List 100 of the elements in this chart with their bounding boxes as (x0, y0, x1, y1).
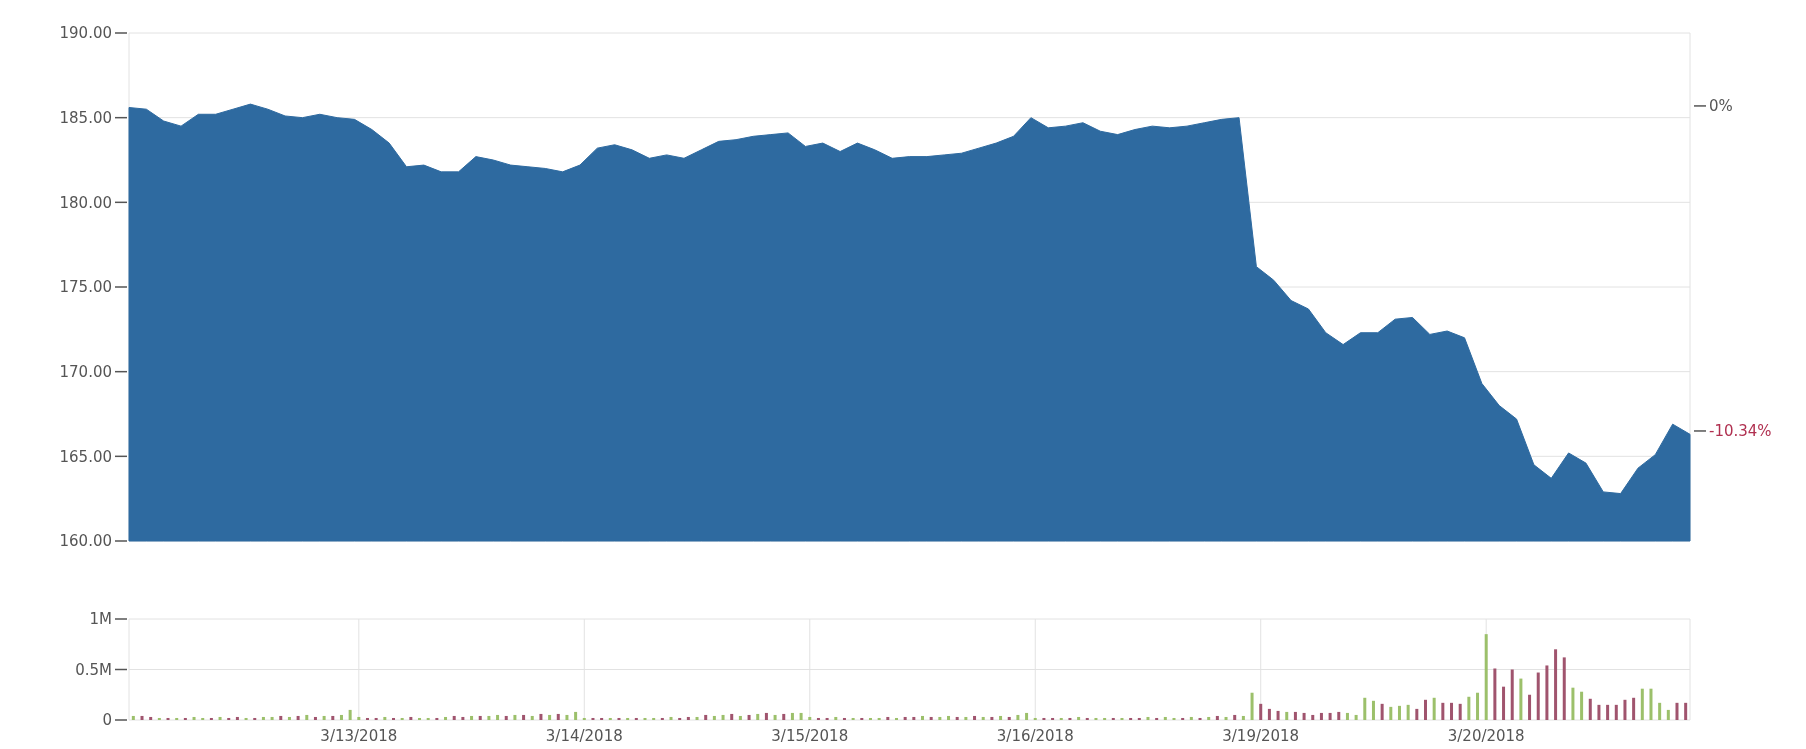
bar (912, 716, 916, 720)
bar (1606, 704, 1610, 720)
bar (1536, 672, 1540, 720)
bar (678, 717, 682, 720)
bar (530, 715, 534, 720)
bar (964, 716, 968, 720)
bar (1111, 717, 1115, 720)
bar (704, 714, 708, 720)
bar (947, 715, 951, 720)
bar (261, 716, 265, 720)
x-tick-label: 3/14/2018 (545, 727, 623, 745)
bar (1042, 717, 1046, 720)
bar (235, 716, 239, 720)
bar (322, 715, 326, 720)
bar (565, 714, 569, 720)
bar (339, 714, 343, 720)
bar (1051, 717, 1055, 720)
bar (1337, 711, 1341, 720)
bar (1094, 717, 1098, 720)
bar (1068, 717, 1072, 720)
bar (296, 715, 300, 720)
bar (383, 716, 387, 720)
bar (435, 717, 439, 720)
bar (1250, 692, 1254, 720)
bar (790, 712, 794, 720)
bar (1450, 702, 1454, 720)
x-tick-label: 3/13/2018 (320, 727, 398, 745)
bar (1085, 717, 1089, 720)
bar (1155, 717, 1159, 720)
bar (782, 713, 786, 720)
bar (279, 715, 283, 720)
bar (652, 717, 656, 720)
bar (1224, 716, 1228, 720)
bar (1033, 717, 1037, 720)
bar (548, 714, 552, 720)
bar (1389, 706, 1393, 720)
y-tick-label: 190.00 (59, 24, 112, 43)
bar (955, 716, 959, 720)
y2-tick-label: 0% (1709, 97, 1733, 116)
bar (478, 715, 482, 720)
y-tick-label: 170.00 (59, 362, 112, 381)
bar (357, 716, 361, 720)
bar (461, 716, 465, 720)
bar (227, 717, 231, 720)
bar (669, 716, 673, 720)
bar (886, 716, 890, 720)
bar (773, 714, 777, 720)
bar (825, 717, 829, 720)
bar (877, 717, 881, 720)
bar (1632, 697, 1636, 720)
bar (1476, 692, 1480, 720)
bar (1302, 712, 1306, 720)
bar (756, 713, 760, 720)
bar (1658, 702, 1662, 720)
bar (209, 717, 213, 720)
bar (816, 717, 820, 720)
bar (1363, 697, 1367, 720)
bar (626, 717, 630, 720)
bar (157, 717, 161, 720)
bar (1146, 716, 1150, 720)
bar (313, 716, 317, 720)
bar (1293, 711, 1297, 720)
bar (808, 716, 812, 720)
bar (270, 716, 274, 720)
bar (591, 717, 595, 720)
bar (921, 715, 925, 720)
bar (374, 717, 378, 720)
bar (1163, 716, 1167, 720)
bar (1345, 712, 1349, 720)
bar (149, 716, 153, 720)
bar (1380, 703, 1384, 720)
bar (131, 715, 135, 720)
bar (348, 709, 352, 720)
bar (365, 717, 369, 720)
bar (721, 714, 725, 720)
y-tick-label: 160.00 (59, 532, 112, 551)
bar (1441, 702, 1445, 720)
bar (392, 717, 395, 720)
y-tick-label: 0.5M (75, 660, 112, 679)
bar (1007, 716, 1011, 720)
bar (903, 716, 907, 720)
bar (556, 713, 560, 720)
bar (1241, 715, 1245, 720)
bar (1215, 715, 1219, 720)
bar (1424, 699, 1427, 720)
bar (990, 716, 994, 720)
bar (1016, 714, 1020, 720)
bar (1137, 717, 1141, 720)
bar (1467, 696, 1471, 720)
bar (1328, 712, 1332, 720)
bar (201, 717, 205, 720)
bar (600, 717, 604, 720)
bar (1285, 711, 1289, 720)
bar (842, 717, 846, 720)
bar (1484, 634, 1488, 720)
bar (1207, 716, 1211, 720)
bar (513, 714, 517, 720)
bar (1580, 691, 1584, 720)
bar (834, 716, 838, 720)
y-tick-label: 175.00 (59, 278, 112, 297)
